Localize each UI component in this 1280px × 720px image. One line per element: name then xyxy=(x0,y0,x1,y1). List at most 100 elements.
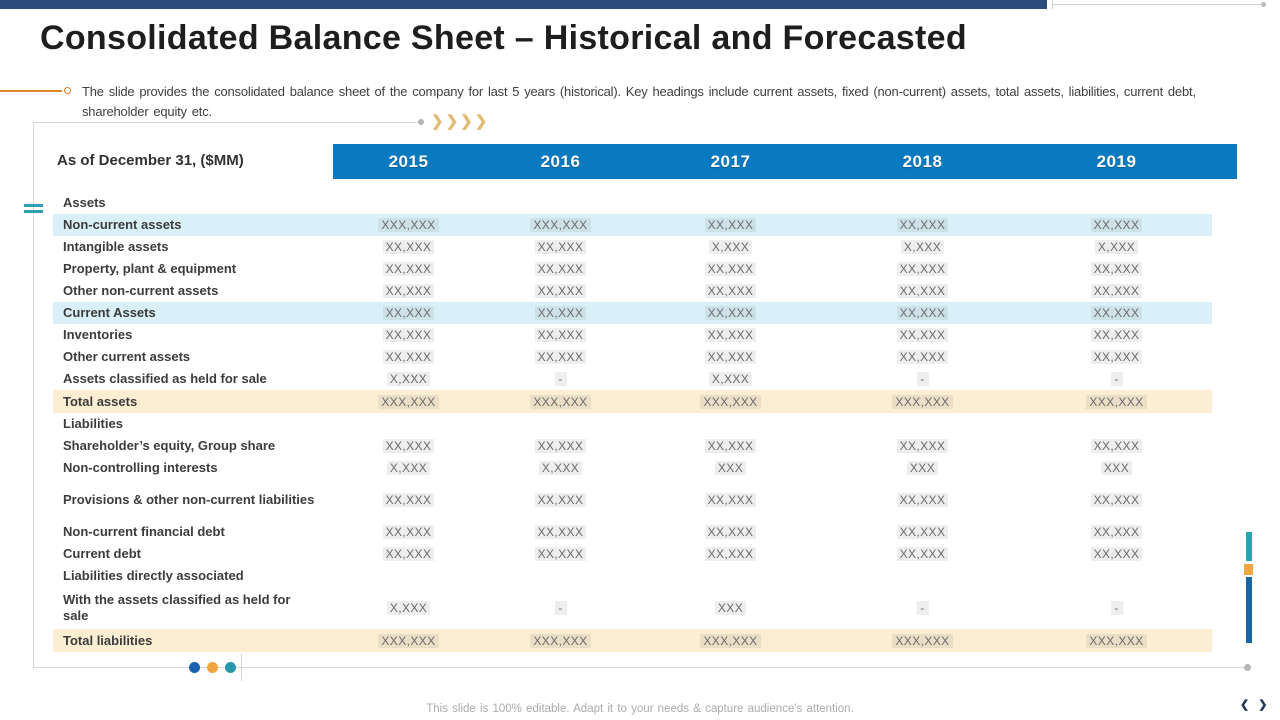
orange-accent-circle-icon xyxy=(64,87,71,94)
frame-left-line xyxy=(33,122,34,668)
table-row: Property, plant & equipment XX,XXX XX,XXX X… xyxy=(53,258,1212,280)
dot-teal-icon xyxy=(225,662,236,673)
row-value: XX,XXX xyxy=(637,493,824,507)
row-value: XX,XXX xyxy=(824,439,1021,453)
row-value: XX,XXX xyxy=(824,547,1021,561)
row-value: XX,XXX xyxy=(1021,262,1212,276)
row-value: XXX xyxy=(637,601,824,615)
row-value: XXX,XXX xyxy=(824,394,1021,409)
row-value: XX,XXX xyxy=(484,547,637,561)
row-value: - xyxy=(484,601,637,615)
row-value: XX,XXX xyxy=(484,525,637,539)
row-value: XX,XXX xyxy=(484,328,637,342)
table-row: Assets xyxy=(53,192,1212,214)
table-row: Non-current financial debt XX,XXX XX,XXX XX… xyxy=(53,521,1212,543)
double-dash-icon xyxy=(24,204,43,216)
table-corner-label: As of December 31, ($MM) xyxy=(57,152,244,169)
row-label: Assets classified as held for sale xyxy=(63,371,267,387)
row-label: Non-controlling interests xyxy=(63,460,218,476)
row-label: Total liabilities xyxy=(63,632,153,648)
top-divider-dot xyxy=(1261,2,1266,7)
row-value: XXX xyxy=(824,461,1021,475)
row-value: X,XXX xyxy=(484,461,637,475)
table-row: Inventories XX,XXX XX,XXX XX,XXX XX,XXX XX,XX… xyxy=(53,324,1212,346)
right-accent-bar-teal xyxy=(1246,532,1252,561)
row-label: Current debt xyxy=(63,546,141,562)
row-value: XX,XXX xyxy=(484,350,637,364)
progress-dots xyxy=(189,662,236,673)
row-value: X,XXX xyxy=(333,461,484,475)
table-row: Provisions & other non-current liabiliti… xyxy=(53,479,1212,521)
row-value: XX,XXX xyxy=(484,306,637,320)
row-value: XXX,XXX xyxy=(637,633,824,648)
year-header-row: 2015 2016 2017 2018 2019 xyxy=(333,144,1237,179)
row-value: XX,XXX xyxy=(333,284,484,298)
row-label: With the assets classified as held for s… xyxy=(63,592,291,623)
row-value: XX,XXX xyxy=(824,262,1021,276)
row-value: - xyxy=(824,372,1021,386)
row-label: Other current assets xyxy=(63,349,191,365)
row-value: XX,XXX xyxy=(1021,493,1212,507)
row-value: X,XXX xyxy=(333,601,484,615)
table-row: With the assets classified as held for s… xyxy=(53,587,1212,629)
row-value: XX,XXX xyxy=(824,350,1021,364)
next-slide-icon[interactable]: ❯ xyxy=(1258,699,1268,711)
slide-description: The slide provides the consolidated bala… xyxy=(82,84,1196,120)
row-value: XX,XXX xyxy=(1021,525,1212,539)
row-value: XXX,XXX xyxy=(484,218,637,232)
table-row: Assets classified as held for sale X,XXX -… xyxy=(53,368,1212,390)
row-label: Provisions & other non-current liabiliti… xyxy=(63,492,315,508)
row-value: XX,XXX xyxy=(637,284,824,298)
row-value: - xyxy=(1021,372,1212,386)
row-value: XX,XXX xyxy=(824,284,1021,298)
row-value: XX,XXX xyxy=(824,328,1021,342)
row-value: XX,XXX xyxy=(1021,439,1212,453)
row-value: XXX,XXX xyxy=(1021,394,1212,409)
row-value: XXX,XXX xyxy=(484,394,637,409)
year-header: 2016 xyxy=(540,151,581,171)
row-value: XX,XXX xyxy=(824,218,1021,232)
frame-bottom-dot xyxy=(1244,664,1251,671)
table-row: Current debt XX,XXX XX,XXX XX,XXX XX,XXX XX,X… xyxy=(53,543,1212,565)
row-label: Shareholder’s equity, Group share xyxy=(63,438,276,454)
row-value: X,XXX xyxy=(333,372,484,386)
row-label: Non-current assets xyxy=(63,217,182,233)
row-label: Non-current financial debt xyxy=(63,524,225,540)
row-value: XXX,XXX xyxy=(333,394,484,409)
table-row: Intangible assets XX,XXX XX,XXX X,XXX X,XXX X… xyxy=(53,236,1212,258)
dot-orange-icon xyxy=(207,662,218,673)
row-label: Liabilities xyxy=(63,416,123,432)
table-row: Other current assets XX,XXX XX,XXX XX,XXX XX… xyxy=(53,346,1212,368)
top-divider-tick xyxy=(1052,0,1053,9)
table-row: Shareholder’s equity, Group share XX,XXX X… xyxy=(53,435,1212,457)
row-value: XX,XXX xyxy=(637,328,824,342)
row-value: XX,XXX xyxy=(333,240,484,254)
slide-navigation: ❮ ❯ xyxy=(1240,698,1267,711)
row-value: XX,XXX xyxy=(333,262,484,276)
row-value: XXX xyxy=(1021,461,1212,475)
row-value: XX,XXX xyxy=(333,547,484,561)
row-value: XXX,XXX xyxy=(484,633,637,648)
row-value: X,XXX xyxy=(637,372,824,386)
row-value: XX,XXX xyxy=(1021,284,1212,298)
table-row: Liabilities xyxy=(53,413,1212,435)
row-value: XX,XXX xyxy=(1021,306,1212,320)
footer-note: This slide is 100% editable. Adapt it to… xyxy=(426,703,854,715)
table-row: Current Assets XX,XXX XX,XXX XX,XXX XX,XXX XX… xyxy=(53,302,1212,324)
row-value: XX,XXX xyxy=(637,525,824,539)
row-value: XX,XXX xyxy=(333,493,484,507)
prev-slide-icon[interactable]: ❮ xyxy=(1240,699,1250,711)
row-value: XX,XXX xyxy=(333,306,484,320)
table-row: Total liabilities XXX,XXX XXX,XXX XXX,XXX XX… xyxy=(53,629,1212,652)
table-row: Liabilities directly associated xyxy=(53,565,1212,587)
row-value: XX,XXX xyxy=(637,306,824,320)
page-title: Consolidated Balance Sheet – Historical … xyxy=(40,19,967,57)
right-accent-bar-orange xyxy=(1244,564,1253,575)
row-value: XX,XXX xyxy=(484,493,637,507)
frame-bottom-tick xyxy=(241,654,242,681)
row-value: X,XXX xyxy=(637,240,824,254)
row-label: Other non-current assets xyxy=(63,283,219,299)
row-value: XXX,XXX xyxy=(333,218,484,232)
row-value: XX,XXX xyxy=(637,262,824,276)
